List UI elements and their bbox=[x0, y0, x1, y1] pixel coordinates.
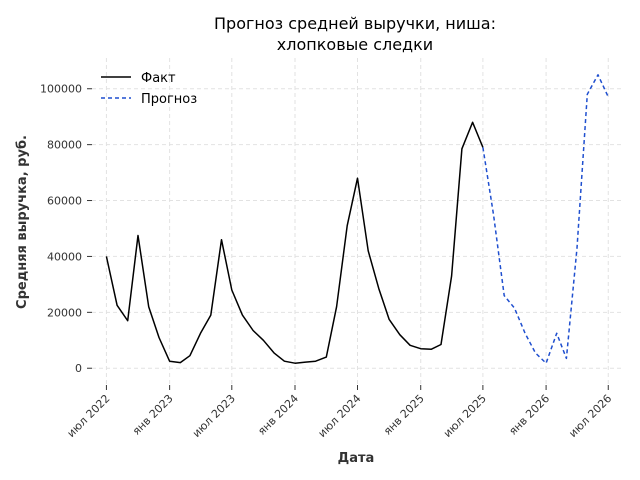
x-tick-label-7: янв 2026 bbox=[506, 392, 552, 438]
x-tick-label-6: июл 2025 bbox=[441, 392, 489, 440]
y-tick-label-2: 40000 bbox=[47, 250, 82, 263]
y-tick-label-1: 20000 bbox=[47, 306, 82, 319]
x-tick-label-4: июл 2024 bbox=[316, 392, 364, 440]
legend-forecast-label: Прогноз bbox=[141, 92, 197, 107]
x-axis-ticks: июл 2022 янв 2023 июл 2023 янв 2024 июл 2024… bbox=[65, 385, 614, 440]
chart-title-line-2: хлопковые следки bbox=[277, 35, 433, 54]
x-tick-label-0: июл 2022 bbox=[65, 392, 113, 440]
series-lines bbox=[105, 74, 609, 364]
x-tick-label-5: янв 2025 bbox=[381, 392, 427, 438]
grid bbox=[92, 58, 622, 385]
chart-title-line-1: Прогноз средней выручки, ниша: bbox=[214, 14, 496, 33]
x-axis-label: Дата bbox=[338, 451, 375, 466]
y-tick-label-3: 60000 bbox=[47, 195, 82, 208]
series-line-forecast bbox=[482, 74, 609, 364]
legend-fact-label: Факт bbox=[141, 71, 176, 86]
series-line-fact bbox=[105, 121, 484, 364]
x-tick-label-2: июл 2023 bbox=[190, 392, 238, 440]
x-tick-label-1: янв 2023 bbox=[130, 392, 176, 438]
y-tick-label-5: 100000 bbox=[40, 83, 82, 96]
x-tick-label-3: янв 2024 bbox=[255, 392, 301, 438]
legend: Факт Прогноз bbox=[101, 71, 197, 107]
y-axis-label: Средняя выручка, руб. bbox=[15, 135, 30, 309]
y-axis-ticks: 0 20000 40000 60000 80000 100000 bbox=[40, 83, 92, 375]
x-tick-label-8: июл 2026 bbox=[566, 392, 614, 440]
y-tick-label-0: 0 bbox=[75, 362, 82, 375]
y-tick-label-4: 80000 bbox=[47, 139, 82, 152]
